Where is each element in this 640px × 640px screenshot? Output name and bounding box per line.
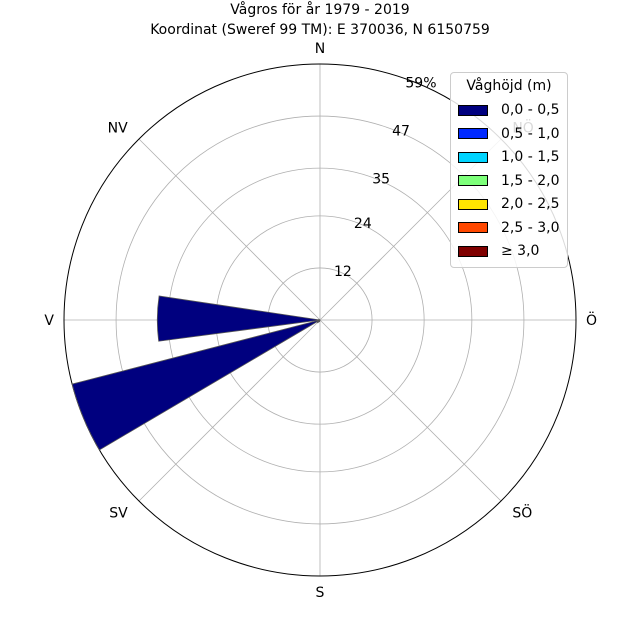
radial-tick-label: 47 [392,124,410,140]
radial-tick-label: 12 [334,264,352,280]
legend: Våghöjd (m) 0,0 - 0,5 0,5 - 1,0 1,0 - 1,5 1… [450,72,568,268]
sector-bar-4 [318,318,321,321]
legend-item: 0,5 - 1,0 [458,124,559,144]
radial-tick-label: 59% [405,75,436,91]
direction-label-7: NV [108,121,128,137]
legend-label: 0,0 - 0,5 [501,102,560,118]
chart-title-line1: Vågros för år 1979 - 2019 [230,1,409,18]
chart-title-line2: Koordinat (Sweref 99 TM): E 370036, N 61… [150,22,490,38]
legend-swatch [458,245,488,257]
legend-label: 1,5 - 2,0 [501,172,560,189]
radial-tick-labels: 12 24 35 47 59% [334,75,437,279]
direction-label-3: SÖ [512,503,532,521]
legend-swatch [458,198,488,210]
legend-swatch [458,151,488,163]
legend-label: 1,0 - 1,5 [501,149,560,165]
legend-swatch [458,175,488,186]
direction-label-5: SV [109,505,128,521]
direction-label-6: V [44,313,54,329]
legend-label: 2,0 - 2,5 [501,196,560,212]
legend-swatch [458,104,488,116]
direction-label-4: S [316,585,325,601]
grid-spoke [138,138,321,321]
grid-spoke [319,319,502,502]
direction-label-0: N [315,41,325,57]
sector-bars [71,295,321,451]
legend-label: 0,5 - 1,0 [501,125,560,142]
legend-swatch [458,128,488,139]
grid-spoke [138,319,321,502]
radial-tick-label: 35 [372,172,390,188]
legend-item: 1,5 - 2,0 [458,171,559,191]
sector-bar-3 [318,319,321,323]
outer-ring [63,63,577,577]
legend-item: ≥ 3,0 [458,241,539,261]
polar-grid [63,63,577,577]
legend-label: 2,5 - 3,0 [501,219,560,236]
legend-label: ≥ 3,0 [501,243,540,259]
sector-bar-0 [156,295,321,342]
legend-item: 0,0 - 0,5 [458,100,559,120]
legend-item: 1,0 - 1,5 [458,147,559,167]
legend-title: Våghöjd (m) [466,78,552,94]
legend-item: 2,5 - 3,0 [458,218,559,238]
sector-bar-1 [71,319,321,451]
legend-swatch [458,222,488,233]
legend-item: 2,0 - 2,5 [458,194,559,214]
direction-label-2: Ö [586,311,597,329]
radial-tick-label: 24 [354,216,372,232]
